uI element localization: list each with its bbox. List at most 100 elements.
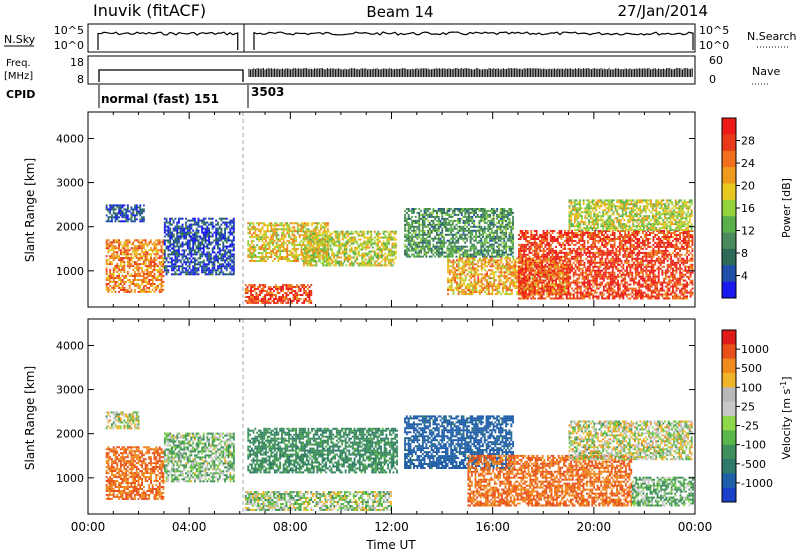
data-cell [322, 250, 325, 253]
data-cell [282, 238, 285, 241]
data-cell [123, 249, 126, 252]
data-cell [125, 220, 128, 223]
data-cell [126, 273, 129, 275]
data-cell [423, 211, 426, 214]
data-cell [107, 290, 110, 293]
data-cell [288, 234, 290, 237]
data-cell [478, 235, 481, 238]
data-cell [137, 283, 140, 285]
data-cell [204, 269, 207, 272]
data-cell [169, 245, 172, 248]
data-cell [354, 246, 357, 249]
data-cell [475, 271, 478, 274]
data-cell [487, 241, 490, 244]
data-cell [139, 288, 142, 291]
data-cell [460, 237, 463, 240]
data-cell [215, 231, 218, 234]
data-cell [197, 261, 200, 264]
data-cell [204, 223, 207, 226]
data-cell [206, 247, 209, 250]
data-cell [224, 259, 226, 262]
data-cell [188, 225, 191, 228]
data-cell [229, 271, 232, 274]
data-cell [393, 230, 396, 233]
data-cell [225, 245, 228, 248]
data-cell [303, 236, 305, 239]
data-cell [134, 204, 136, 207]
data-cell [282, 288, 284, 290]
data-cell [167, 239, 170, 242]
data-cell [116, 271, 119, 273]
data-cell [460, 217, 463, 220]
data-cell [510, 289, 513, 292]
data-cell [146, 267, 149, 270]
data-cell [211, 261, 214, 264]
data-cell [195, 231, 198, 234]
data-cell [450, 287, 453, 290]
data-cell [256, 222, 259, 225]
data-cell [118, 267, 120, 270]
data-cell [135, 284, 138, 287]
data-cell [480, 243, 483, 246]
data-cell [268, 230, 271, 233]
data-cell [250, 256, 253, 258]
data-cell [130, 257, 133, 260]
data-cell [160, 286, 163, 289]
data-cell [251, 296, 254, 298]
data-cell [135, 283, 138, 285]
data-cell [194, 265, 196, 268]
data-cell [128, 267, 131, 270]
data-cell [248, 299, 251, 302]
data-cell [425, 241, 428, 244]
data-cell [514, 285, 517, 288]
data-cell [483, 211, 486, 214]
data-cell [451, 209, 454, 212]
data-cell [302, 234, 305, 237]
data-cell [174, 265, 177, 268]
data-cell [423, 208, 426, 210]
data-cell [176, 251, 179, 254]
data-cell [370, 254, 373, 257]
data-cell [186, 233, 189, 236]
data-cell [146, 275, 149, 277]
data-cell [130, 290, 133, 293]
data-cell [457, 247, 460, 250]
data-cell [192, 243, 195, 246]
data-cell [107, 247, 110, 250]
data-cell [303, 264, 305, 267]
data-cell [512, 219, 514, 222]
data-cell [300, 248, 303, 251]
data-cell [413, 219, 415, 222]
data-cell [141, 243, 143, 246]
data-cell [414, 225, 417, 228]
data-cell [478, 249, 481, 252]
data-cell [407, 213, 410, 216]
data-cell [208, 223, 210, 226]
data-cell [128, 257, 131, 260]
data-cell [118, 208, 120, 211]
data-cell [469, 225, 472, 228]
data-cell [434, 251, 437, 254]
data-cell [231, 267, 234, 270]
data-cell [413, 241, 415, 244]
data-cell [246, 290, 249, 292]
data-cell [178, 253, 180, 256]
data-cell [305, 286, 307, 288]
data-cell [167, 247, 170, 250]
data-cell [281, 244, 283, 247]
data-cell [293, 260, 296, 262]
data-cell [171, 247, 173, 250]
data-cell [512, 255, 514, 258]
data-cell [153, 286, 156, 289]
data-cell [277, 224, 280, 227]
data-cell [266, 224, 269, 227]
data-cell [352, 262, 355, 265]
data-cell [272, 250, 274, 253]
data-cell [480, 233, 483, 236]
data-cell [476, 229, 479, 232]
data-cell [165, 267, 168, 270]
data-cell [213, 267, 216, 270]
data-cell [489, 261, 492, 264]
data-cell [475, 283, 478, 286]
data-cell [123, 261, 126, 264]
